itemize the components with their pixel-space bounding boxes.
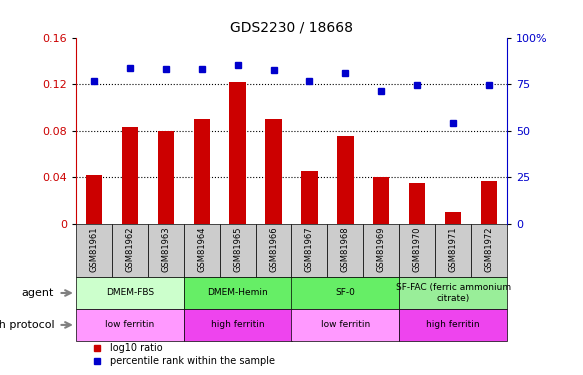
Bar [76,224,112,277]
Bar [122,127,138,224]
Text: GSM81964: GSM81964 [197,226,206,272]
Bar [292,277,399,309]
Title: GDS2230 / 18668: GDS2230 / 18668 [230,21,353,35]
Text: SF-FAC (ferric ammonium
citrate): SF-FAC (ferric ammonium citrate) [396,283,511,303]
Bar [147,224,184,277]
Text: SF-0: SF-0 [335,288,356,297]
Bar [76,277,184,309]
Bar [292,224,328,277]
Bar [255,224,292,277]
Bar [399,277,507,309]
Text: low ferritin: low ferritin [105,320,154,329]
Bar [184,309,292,341]
Text: percentile rank within the sample: percentile rank within the sample [110,356,275,366]
Bar [409,183,426,224]
Text: DMEM-FBS: DMEM-FBS [106,288,154,297]
Bar [184,277,292,309]
Bar [363,224,399,277]
Text: GSM81962: GSM81962 [125,226,134,272]
Text: low ferritin: low ferritin [321,320,370,329]
Bar [194,119,210,224]
Bar [481,181,497,224]
Text: GSM81965: GSM81965 [233,226,242,272]
Bar [157,130,174,224]
Bar [86,175,102,224]
Bar [301,171,318,224]
Bar [445,212,461,224]
Text: GSM81963: GSM81963 [161,226,170,272]
Text: GSM81970: GSM81970 [413,226,422,272]
Bar [220,224,255,277]
Bar [338,136,353,224]
Text: high ferritin: high ferritin [211,320,264,329]
Bar [373,177,389,224]
Bar [184,224,220,277]
Text: agent: agent [22,288,54,298]
Bar [265,119,282,224]
Text: GSM81967: GSM81967 [305,226,314,272]
Text: log10 ratio: log10 ratio [110,342,163,352]
Text: growth protocol: growth protocol [0,320,54,330]
Bar [328,224,363,277]
Text: GSM81966: GSM81966 [269,226,278,272]
Text: GSM81971: GSM81971 [449,226,458,272]
Bar [230,82,245,224]
Bar [112,224,147,277]
Bar [76,309,184,341]
Text: high ferritin: high ferritin [427,320,480,329]
Bar [471,224,507,277]
Text: GSM81969: GSM81969 [377,226,386,272]
Text: GSM81972: GSM81972 [484,226,494,272]
Bar [399,224,436,277]
Bar [399,309,507,341]
Text: DMEM-Hemin: DMEM-Hemin [207,288,268,297]
Text: GSM81968: GSM81968 [341,226,350,272]
Bar [436,224,471,277]
Text: GSM81961: GSM81961 [89,226,99,272]
Bar [292,309,399,341]
